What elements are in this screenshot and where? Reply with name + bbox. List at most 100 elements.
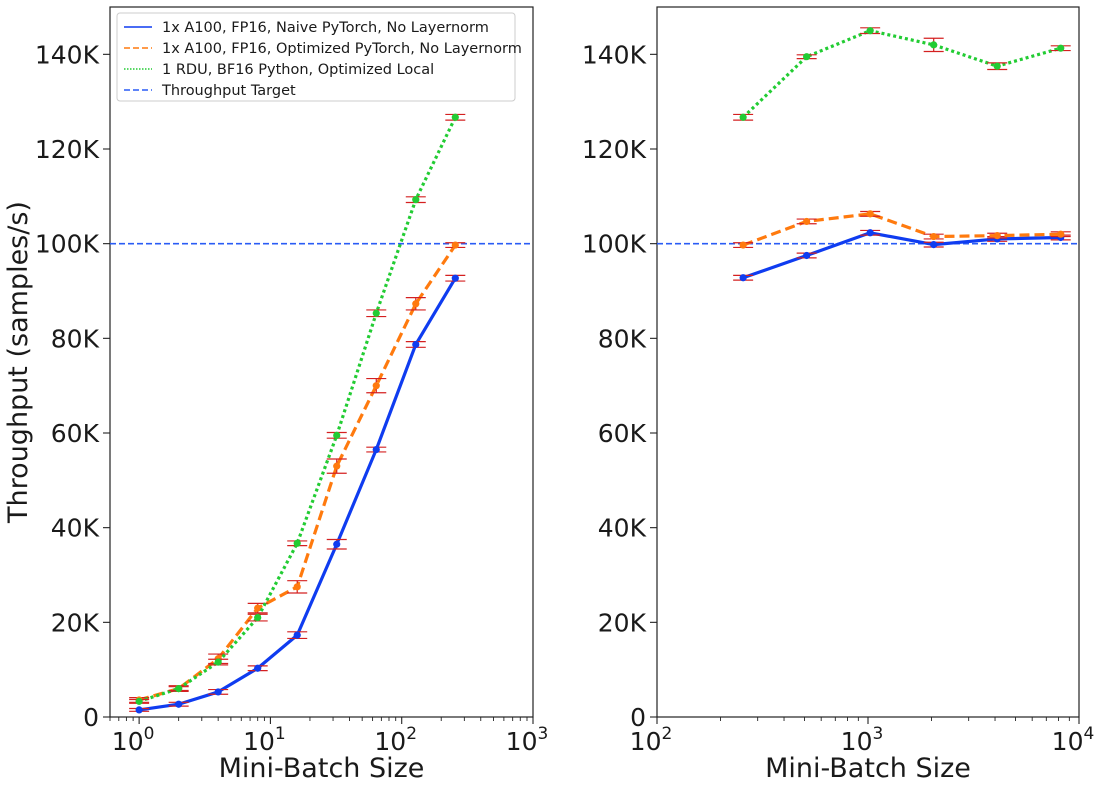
data-point	[866, 229, 874, 237]
data-point	[214, 688, 222, 696]
legend-label: 1 RDU, BF16 Python, Optimized Local	[162, 62, 434, 78]
y-tick-label: 60K	[598, 419, 647, 448]
x-tick-base: 10	[506, 727, 538, 756]
legend: 1x A100, FP16, Naive PyTorch, No Layerno…	[116, 12, 522, 102]
data-point	[930, 232, 938, 241]
data-point	[993, 232, 1001, 240]
data-point	[372, 382, 380, 390]
x-tick-base: 10	[630, 727, 662, 756]
y-tick-label: 40K	[598, 514, 647, 543]
y-tick-label: 0	[83, 703, 99, 732]
data-point	[739, 241, 747, 249]
data-point	[333, 462, 341, 470]
x-axis-title: Mini-Batch Size	[765, 753, 971, 784]
legend-label: Throughput Target	[161, 83, 296, 99]
data-point	[254, 604, 262, 612]
series-rdu	[733, 27, 1071, 121]
x-tick-base: 10	[841, 727, 873, 756]
data-point	[451, 113, 459, 121]
x-tick-exponent: 2	[406, 724, 417, 744]
data-point	[1057, 230, 1065, 238]
y-axis-title: Throughput (samples/s)	[3, 201, 34, 524]
x-tick-label: 103	[506, 724, 549, 756]
x-tick-base: 10	[112, 727, 144, 756]
legend-label: 1x A100, FP16, Naive PyTorch, No Layerno…	[162, 20, 489, 36]
series-line	[138, 277, 457, 712]
x-tick-label: 102	[374, 724, 417, 756]
data-point	[254, 664, 262, 672]
x-tick-label: 104	[1052, 724, 1095, 756]
y-tick-label: 140K	[35, 40, 100, 69]
x-tick-base: 10	[1052, 727, 1084, 756]
x-tick-base: 10	[243, 727, 275, 756]
y-tick-label: 40K	[51, 514, 100, 543]
series-line	[742, 231, 1061, 280]
data-point	[372, 445, 380, 454]
data-point	[803, 53, 811, 61]
series-line	[742, 29, 1062, 119]
data-point	[451, 241, 459, 249]
x-tick-exponent: 3	[537, 724, 548, 744]
data-point	[333, 431, 341, 439]
data-point	[930, 241, 938, 249]
y-tick-label: 120K	[582, 135, 647, 164]
data-point	[135, 697, 143, 705]
plot-frame	[656, 6, 1080, 718]
data-point	[293, 631, 301, 639]
y-tick-label: 20K	[598, 608, 647, 637]
data-point	[412, 300, 420, 308]
x-tick-exponent: 1	[275, 724, 286, 744]
data-point	[412, 340, 420, 349]
x-axis-title: Mini-Batch Size	[219, 753, 425, 784]
series-line	[138, 116, 457, 703]
series-rdu	[129, 113, 466, 705]
y-tick-label: 60K	[51, 419, 100, 448]
legend-box	[116, 12, 516, 102]
series-naive	[129, 274, 466, 714]
y-tick-label: 120K	[35, 135, 100, 164]
data-point	[993, 62, 1001, 70]
x-tick-exponent: 3	[872, 724, 883, 744]
x-tick-exponent: 0	[144, 724, 155, 744]
data-point	[293, 539, 301, 547]
x-tick-label: 100	[112, 724, 155, 756]
data-point	[930, 41, 938, 49]
y-tick-label: 0	[630, 703, 646, 732]
data-point	[412, 196, 420, 204]
x-tick-exponent: 4	[1083, 724, 1094, 744]
data-point	[451, 274, 459, 282]
data-point	[739, 274, 747, 282]
y-tick-label: 80K	[51, 324, 100, 353]
data-point	[803, 251, 811, 260]
data-point	[866, 27, 874, 35]
y-tick-label: 100K	[35, 230, 100, 259]
data-point	[175, 700, 183, 708]
x-tick-label: 102	[630, 724, 673, 756]
right-panel: 102 103 104020K40K60K80K100K120K140KMini-B…	[582, 6, 1095, 784]
data-point	[135, 706, 143, 714]
left-panel: 100 101 102 103020K40K60K80K100K120K140KMin…	[35, 6, 549, 784]
data-point	[1057, 44, 1065, 52]
data-point	[293, 583, 301, 591]
y-tick-label: 100K	[582, 230, 647, 259]
y-tick-label: 20K	[51, 608, 100, 637]
data-point	[333, 540, 341, 548]
data-point	[175, 685, 183, 693]
x-tick-label: 101	[243, 724, 286, 756]
series-optimized	[733, 210, 1071, 249]
legend-label: 1x A100, FP16, Optimized PyTorch, No Lay…	[162, 41, 522, 57]
data-point	[803, 217, 811, 226]
data-point	[372, 309, 380, 317]
data-point	[866, 210, 874, 218]
y-tick-label: 140K	[582, 40, 647, 69]
x-tick-base: 10	[374, 727, 406, 756]
x-tick-exponent: 2	[661, 724, 672, 744]
data-point	[254, 614, 262, 622]
series-line	[742, 212, 1061, 247]
x-tick-label: 103	[841, 724, 884, 756]
y-tick-label: 80K	[598, 324, 647, 353]
data-point	[214, 658, 222, 666]
plot-frame	[109, 6, 534, 718]
series-naive	[733, 229, 1071, 282]
